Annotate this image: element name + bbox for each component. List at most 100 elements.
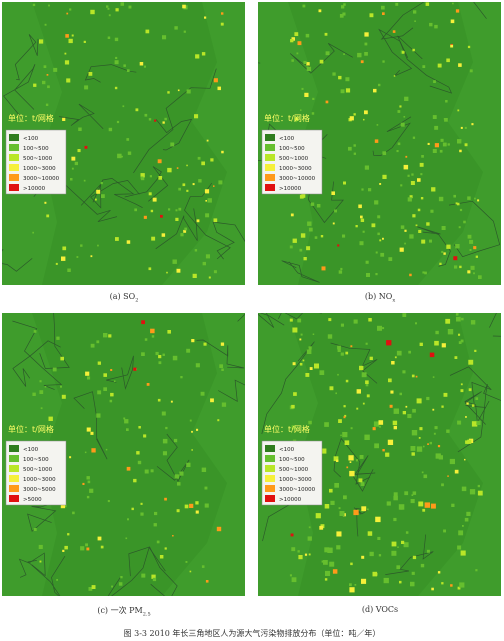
emission-cell bbox=[156, 540, 160, 544]
emission-cell bbox=[402, 411, 406, 415]
emission-cell bbox=[410, 499, 415, 504]
emission-cell bbox=[299, 338, 302, 341]
emission-cell bbox=[311, 112, 315, 115]
emission-cell bbox=[162, 438, 168, 444]
legend-swatch bbox=[265, 144, 275, 151]
emission-cell bbox=[450, 44, 454, 48]
emission-cell bbox=[432, 376, 435, 378]
emission-cell bbox=[386, 501, 391, 506]
emission-cell bbox=[386, 340, 392, 346]
legend-swatch bbox=[265, 184, 275, 191]
emission-cell bbox=[431, 587, 434, 591]
emission-cell bbox=[133, 367, 137, 371]
emission-cell bbox=[358, 204, 362, 209]
emission-cell bbox=[39, 560, 42, 563]
emission-cell bbox=[364, 32, 369, 37]
emission-cell bbox=[442, 142, 447, 147]
emission-cell bbox=[186, 348, 191, 353]
emission-cell bbox=[432, 115, 437, 119]
emission-cell bbox=[455, 9, 460, 13]
emission-cell bbox=[167, 91, 170, 94]
emission-cell bbox=[364, 42, 368, 46]
legend-label: 1000~3000 bbox=[23, 477, 56, 483]
emission-cell bbox=[174, 474, 179, 479]
emission-cell bbox=[409, 195, 413, 199]
emission-cell bbox=[178, 187, 181, 191]
emission-cell bbox=[83, 179, 86, 182]
map-panel: 单位：t/网格 <100 100~500 500~1000 1000~3000 3000~… bbox=[2, 2, 245, 285]
emission-cell bbox=[391, 541, 397, 547]
emission-cell bbox=[393, 495, 398, 501]
emission-cell bbox=[369, 551, 374, 557]
emission-cell bbox=[148, 192, 152, 196]
emission-cell bbox=[220, 342, 225, 346]
emission-cell bbox=[469, 489, 476, 495]
legend-unit: 单位：t/网格 bbox=[264, 424, 310, 434]
emission-cell bbox=[180, 376, 183, 379]
emission-cell bbox=[292, 327, 298, 333]
emission-cell bbox=[402, 370, 406, 374]
emission-cell bbox=[46, 74, 49, 76]
emission-cell bbox=[107, 7, 110, 10]
legend-label: 3000~10000 bbox=[279, 487, 316, 493]
panel-caption: (a) SO2 bbox=[2, 292, 246, 304]
emission-cell bbox=[197, 156, 201, 160]
emission-cell bbox=[382, 60, 385, 63]
legend-swatch bbox=[9, 144, 19, 151]
emission-cell bbox=[300, 233, 306, 238]
emission-cell bbox=[353, 113, 356, 116]
emission-cell bbox=[434, 143, 439, 148]
emission-cell bbox=[32, 231, 34, 234]
boundary-line bbox=[449, 366, 492, 408]
emission-cell bbox=[399, 580, 402, 584]
emission-cell bbox=[62, 117, 66, 121]
emission-cell bbox=[325, 570, 331, 576]
emission-cell bbox=[192, 273, 197, 278]
emission-cell bbox=[290, 533, 294, 537]
emission-cell bbox=[443, 392, 448, 397]
emission-cell bbox=[205, 200, 207, 202]
emission-cell bbox=[301, 87, 304, 90]
emission-cell bbox=[344, 440, 350, 445]
emission-cell bbox=[128, 5, 132, 9]
emission-cell bbox=[473, 246, 477, 250]
emission-cell bbox=[413, 10, 417, 14]
emission-cell bbox=[155, 351, 159, 356]
emission-cell bbox=[356, 389, 361, 394]
emission-cell bbox=[316, 204, 321, 208]
emission-cell bbox=[457, 586, 461, 590]
emission-cell bbox=[426, 549, 430, 553]
emission-cell bbox=[464, 517, 469, 522]
boundary-line bbox=[261, 341, 315, 435]
emission-cell bbox=[44, 386, 47, 388]
emission-cell bbox=[349, 587, 355, 593]
emission-cell bbox=[184, 227, 188, 231]
emission-cell bbox=[108, 127, 113, 132]
emission-cell bbox=[310, 202, 315, 206]
emission-cell bbox=[195, 363, 200, 368]
emission-cell bbox=[44, 201, 47, 204]
emission-cell bbox=[452, 2, 454, 5]
boundary-line bbox=[3, 64, 36, 118]
emission-cell bbox=[162, 353, 165, 356]
emission-cell bbox=[97, 390, 102, 395]
map-panel: 单位：t/网格 <100 100~500 500~1000 1000~3000 3000~… bbox=[258, 313, 501, 596]
emission-cell bbox=[475, 255, 478, 258]
emission-cell bbox=[300, 109, 302, 111]
emission-cell bbox=[210, 398, 214, 403]
emission-cell bbox=[164, 117, 167, 121]
emission-cell bbox=[447, 143, 450, 146]
emission-cell bbox=[296, 52, 299, 55]
emission-cell bbox=[56, 336, 60, 340]
emission-cell bbox=[464, 126, 467, 129]
emission-cell bbox=[61, 394, 66, 399]
emission-cell bbox=[205, 254, 210, 259]
emission-cell bbox=[405, 155, 408, 158]
emission-cell bbox=[53, 67, 58, 72]
emission-cell bbox=[182, 183, 186, 187]
emission-cell bbox=[395, 2, 399, 6]
emission-cell bbox=[345, 88, 351, 93]
emission-cell bbox=[355, 225, 358, 228]
emission-cell bbox=[113, 380, 116, 382]
emission-cell bbox=[297, 550, 300, 553]
